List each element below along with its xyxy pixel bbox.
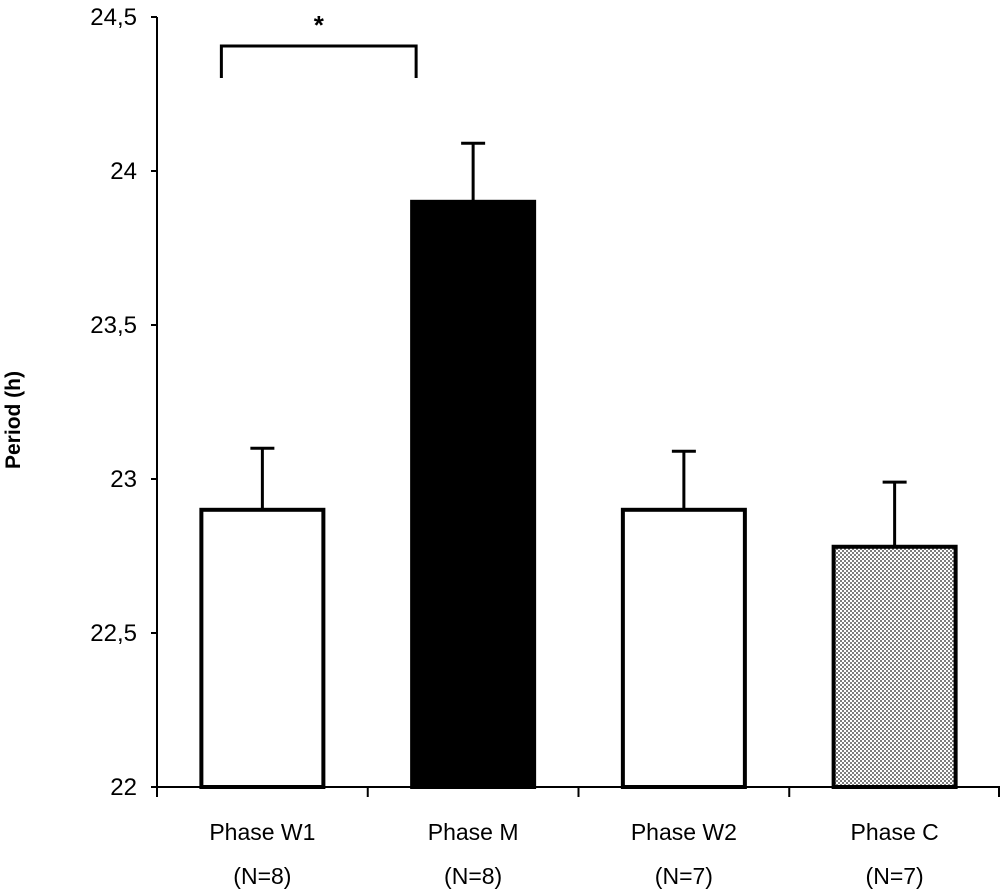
y-tick-label: 24,5 [90,4,137,31]
sample-size-label: (N=8) [233,863,291,889]
significance-bracket-line [219,44,418,78]
y-tick-label: 22,5 [90,620,137,647]
category-labels: Phase W1 (N=8) Phase M (N=8) Phase W2 (N=7) Ph… [209,819,938,889]
category-label: Phase W2 [631,819,737,845]
y-axis-ticks: 22 22,5 23 23,5 24 24,5 [90,4,157,801]
y-tick-label: 23,5 [90,312,137,339]
category-label: Phase W1 [209,819,315,845]
bar-phase-w2 [620,507,747,789]
x-axis-ticks [156,787,1000,797]
bar-phase-m [410,199,537,790]
y-tick-label: 22 [110,774,137,801]
bar-phase-c [831,544,958,790]
sample-size-label: (N=8) [444,863,502,889]
sample-size-label: (N=7) [655,863,713,889]
error-bars [250,141,907,547]
y-tick-label: 24 [110,158,137,185]
bars [199,199,958,790]
bar-phase-w1 [199,507,326,789]
significance-marker: * [314,10,325,40]
category-label: Phase C [851,819,939,845]
y-tick-label: 23 [110,466,137,493]
sample-size-label: (N=7) [866,863,924,889]
significance-bracket: * [219,10,418,78]
category-label: Phase M [428,819,519,845]
y-axis-label: Period (h) [2,371,25,469]
